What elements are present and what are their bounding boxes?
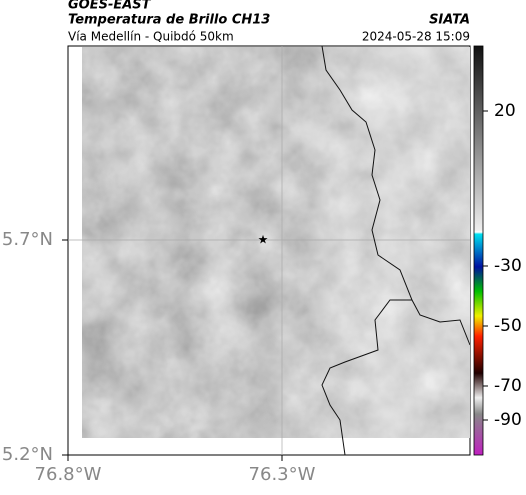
product: Temperatura de Brillo CH13: [68, 13, 270, 28]
lon-label: 76.3°W: [249, 464, 316, 485]
lat-label: 5.7°N: [2, 229, 53, 250]
colorbar-tick-label: -50: [494, 316, 522, 336]
lat-label: 5.2°N: [2, 444, 53, 465]
colorbar-tick-label: -70: [494, 376, 522, 396]
lon-label: 76.8°W: [35, 464, 102, 485]
colorbar-tick-label: -30: [494, 256, 522, 276]
satellite: GOES-EAST: [68, 0, 152, 13]
route: Vía Medellín - Quibdó 50km: [68, 30, 234, 44]
border-line: [321, 45, 471, 456]
colorbar: [473, 45, 484, 456]
timestamp: 2024-05-28 15:09: [362, 30, 470, 44]
source: SIATA: [429, 13, 470, 28]
cloud-highlight: [82, 47, 470, 438]
colorbar-tick-label: 20: [494, 101, 516, 121]
location-star: ★: [258, 233, 269, 247]
colorbar-tick-label: -90: [494, 410, 522, 430]
